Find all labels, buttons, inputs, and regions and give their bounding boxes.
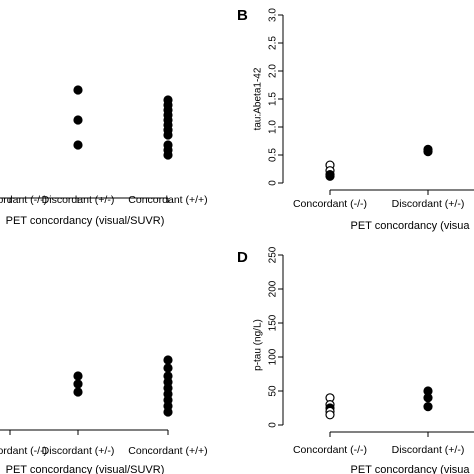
data-point xyxy=(73,371,83,381)
x-tick-label: Discordant (+/-) xyxy=(42,445,115,457)
y-tick-label: 150 xyxy=(268,314,279,331)
panel-d: D 0 50 100 150 200 250 p-tau (ng/L) Concordant (… xyxy=(237,246,474,474)
data-point xyxy=(73,140,83,150)
panel-letter: B xyxy=(237,7,248,24)
x-tick-label: Discordant (+/-) xyxy=(392,444,465,456)
panel-c: Concordant (-/-)Discordant (+/-) Concorda… xyxy=(0,355,208,474)
data-point xyxy=(163,363,173,373)
x-axis-title: PET concordancy (visual/SUVR) xyxy=(6,215,165,227)
y-tick-label: 0 xyxy=(268,422,279,428)
x-tick-label: Concordant (-/-) xyxy=(0,445,47,457)
y-tick-label: 50 xyxy=(268,385,279,397)
y-tick-label: 1.0 xyxy=(268,120,279,134)
x-tick-label: Discordant (+/-) xyxy=(392,198,465,210)
x-axis-title: PET concordancy (visua xyxy=(350,464,470,474)
data-point xyxy=(163,130,173,140)
y-tick-label: 1.5 xyxy=(268,92,279,106)
data-point xyxy=(423,402,433,412)
y-tick-label: 3.0 xyxy=(268,8,279,22)
panel-a: Concordant (-/-)Discordant (+/-) Concorda… xyxy=(0,85,208,227)
data-point xyxy=(73,115,83,125)
data-point xyxy=(163,150,173,160)
data-point xyxy=(163,407,173,417)
x-tick-label: Discordant (+/-) xyxy=(42,194,115,206)
panel-letter: D xyxy=(237,249,248,266)
x-tick-label: Concordant (-/-) xyxy=(293,444,367,456)
data-point xyxy=(423,393,433,403)
data-point xyxy=(73,85,83,95)
y-axis-title: tau:Abeta1-42 xyxy=(253,67,264,130)
x-tick-label: Concordant (-/-) xyxy=(293,198,367,210)
panel-b: B 0 0.5 1.0 1.5 2.0 2.5 3.0 tau:Abeta1-42 Concord… xyxy=(237,7,474,232)
data-point xyxy=(325,410,335,420)
x-axis-title: PET concordancy (visua xyxy=(350,220,470,232)
data-point xyxy=(423,147,433,157)
data-point xyxy=(163,355,173,365)
y-tick-label: 2.5 xyxy=(268,36,279,50)
y-tick-label: 100 xyxy=(268,348,279,365)
data-point xyxy=(73,379,83,389)
y-tick-label: 0.5 xyxy=(268,148,279,162)
y-tick-label: 0 xyxy=(268,180,279,186)
data-point xyxy=(325,171,335,181)
y-axis-title: p-tau (ng/L) xyxy=(253,319,264,371)
x-tick-label: Concordant (+/+) xyxy=(128,194,207,206)
x-axis-title: PET concordancy (visual/SUVR) xyxy=(6,464,165,474)
y-tick-label: 2.0 xyxy=(268,64,279,78)
x-tick-label: Concordant (+/+) xyxy=(128,445,207,457)
x-tick-label: Concordant (-/-) xyxy=(0,194,47,206)
data-point xyxy=(73,387,83,397)
y-tick-label: 250 xyxy=(268,246,279,263)
y-tick-label: 200 xyxy=(268,280,279,297)
